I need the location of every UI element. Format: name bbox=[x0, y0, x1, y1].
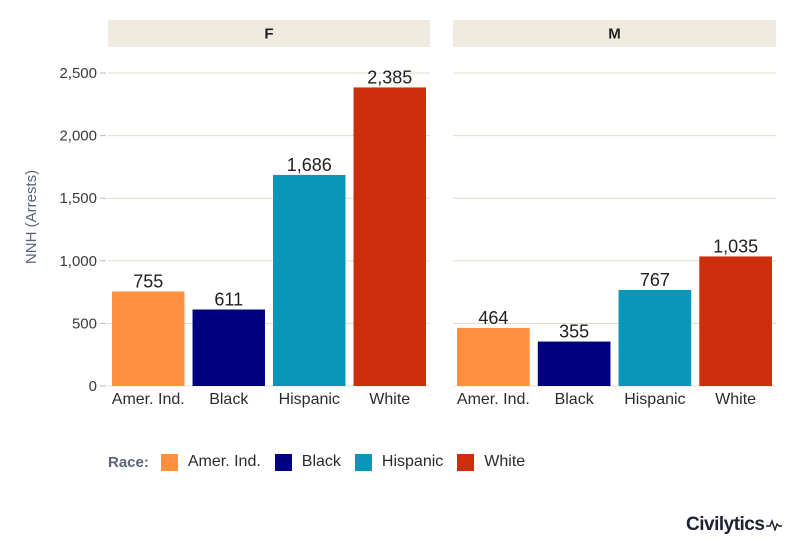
bar bbox=[273, 174, 346, 386]
legend-item-amer-ind: Amer. Ind. bbox=[160, 453, 261, 471]
y-tick-label: 1,500 bbox=[59, 190, 97, 207]
y-tick-label: 0 bbox=[89, 378, 97, 395]
x-tick-label: Hispanic bbox=[279, 391, 340, 408]
facet-strip bbox=[453, 20, 776, 47]
x-tick-label: White bbox=[715, 391, 756, 408]
legend-swatch bbox=[354, 453, 372, 471]
legend-swatch bbox=[160, 453, 178, 471]
y-tick-label: 2,000 bbox=[59, 128, 97, 145]
facet-strip-label: F bbox=[264, 26, 273, 43]
legend-label: Hispanic bbox=[381, 453, 444, 470]
x-tick-label: Black bbox=[555, 391, 595, 408]
panel-M: M 464 Amer. Ind. 355 Black 767 Hispanic 1,035 Wh… bbox=[453, 20, 776, 408]
y-tick-label: 2,500 bbox=[59, 65, 97, 82]
legend-label: White bbox=[484, 453, 526, 470]
y-axis-label: NNH (Arrests) bbox=[23, 170, 40, 264]
bar bbox=[618, 289, 692, 386]
brand-name: Civilytics bbox=[686, 514, 765, 535]
x-tick-label: Amer. Ind. bbox=[457, 391, 530, 408]
brand-logo: Civilytics bbox=[686, 514, 783, 536]
legend-swatch bbox=[457, 453, 475, 471]
data-label: 1,686 bbox=[287, 155, 332, 175]
chart-legend: Race: Amer. Ind. Black Hispanic White bbox=[108, 453, 539, 471]
legend-label: Amer. Ind. bbox=[187, 453, 261, 470]
data-label: 1,035 bbox=[713, 236, 758, 256]
data-label: 355 bbox=[559, 322, 589, 342]
pulse-icon bbox=[766, 519, 783, 531]
data-label: 755 bbox=[133, 271, 163, 291]
bar bbox=[699, 256, 772, 386]
x-tick-label: Black bbox=[209, 391, 249, 408]
y-tick-label: 500 bbox=[72, 315, 97, 332]
data-label: 464 bbox=[478, 308, 508, 328]
facet-strip bbox=[108, 20, 430, 47]
legend-item-hispanic: Hispanic bbox=[354, 453, 444, 471]
bar bbox=[353, 87, 426, 386]
data-label: 611 bbox=[214, 290, 243, 310]
legend-swatch bbox=[274, 453, 292, 471]
x-tick-label: Amer. Ind. bbox=[112, 391, 185, 408]
legend-label: Black bbox=[301, 453, 341, 470]
legend-title: Race: bbox=[108, 453, 149, 471]
data-label: 2,385 bbox=[367, 67, 412, 87]
bar bbox=[192, 309, 265, 386]
panel-F: F 755 Amer. Ind. 611 Black 1,686 Hispanic 2,385… bbox=[108, 20, 430, 408]
x-tick-label: White bbox=[369, 391, 410, 408]
data-label: 767 bbox=[640, 270, 670, 290]
x-tick-label: Hispanic bbox=[624, 391, 685, 408]
bar bbox=[112, 291, 185, 386]
legend-item-black: Black bbox=[274, 453, 341, 471]
facet-strip-label: M bbox=[608, 26, 621, 43]
bar bbox=[537, 341, 611, 386]
y-tick-label: 1,000 bbox=[59, 253, 97, 270]
bar bbox=[457, 327, 530, 386]
legend-item-white: White bbox=[457, 453, 525, 471]
